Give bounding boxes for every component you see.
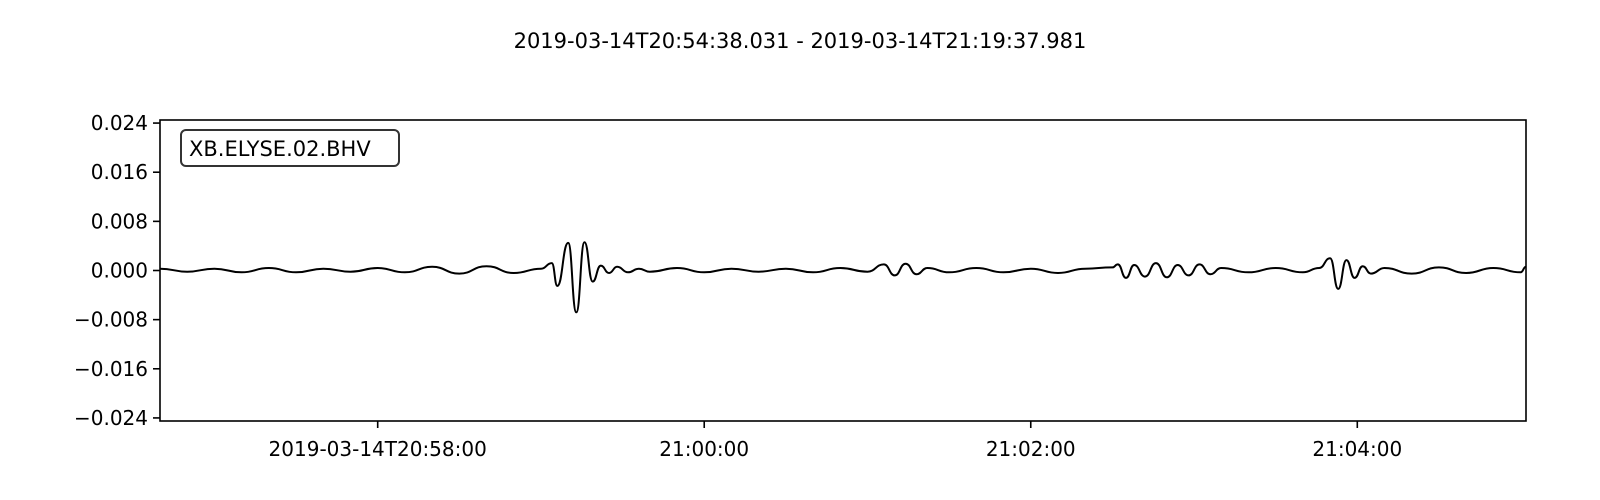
y-tick-label: 0.008 — [91, 209, 148, 233]
chart-title: 2019-03-14T20:54:38.031 - 2019-03-14T21:… — [514, 29, 1087, 53]
trace-label: XB.ELYSE.02.BHV — [189, 137, 371, 161]
y-axis: 0.024 0.016 0.008 0.000 −0.008 −0.016 −0.024 — [74, 111, 160, 430]
x-axis: 2019-03-14T20:58:00 21:00:00 21:02:00 21:04… — [269, 421, 1402, 461]
y-tick-label: −0.024 — [74, 406, 148, 430]
y-tick-label: 0.000 — [91, 259, 148, 283]
trace-group — [159, 241, 1527, 314]
waveform-trace — [159, 241, 1527, 314]
y-tick-label: 0.016 — [91, 160, 148, 184]
trace-label-box: XB.ELYSE.02.BHV — [180, 129, 400, 167]
x-tick-label: 21:04:00 — [1312, 437, 1402, 461]
trace-label-frame — [180, 129, 400, 167]
y-tick-label: 0.024 — [91, 111, 148, 135]
y-tick-label: −0.016 — [74, 357, 148, 381]
x-tick-label: 2019-03-14T20:58:00 — [269, 437, 487, 461]
y-tick-label: −0.008 — [74, 308, 148, 332]
x-tick-label: 21:02:00 — [986, 437, 1076, 461]
x-tick-label: 21:00:00 — [659, 437, 749, 461]
